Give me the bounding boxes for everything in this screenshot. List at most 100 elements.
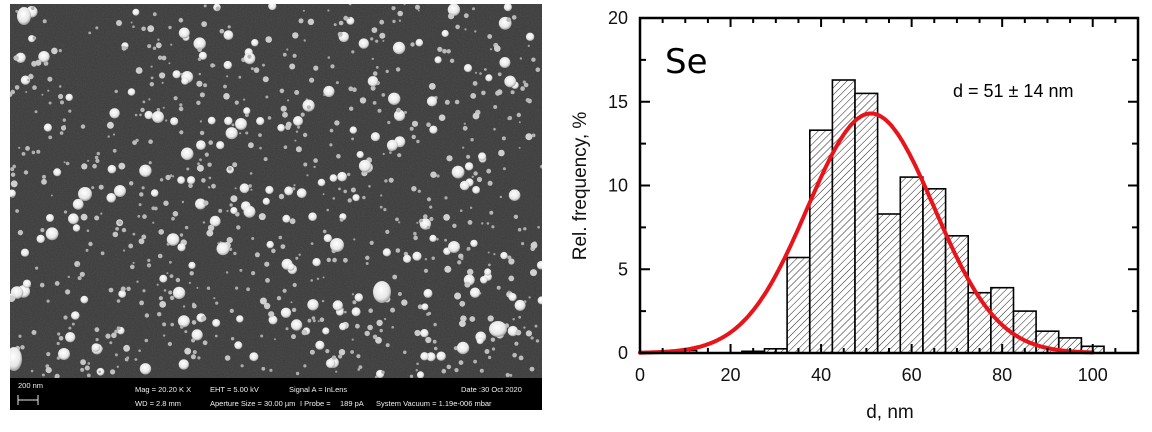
x-tick-label: 40 xyxy=(811,365,831,385)
nanoparticle xyxy=(87,159,90,162)
nanoparticle xyxy=(207,186,211,189)
nanoparticle xyxy=(180,147,194,161)
nanoparticle xyxy=(459,320,466,327)
nanoparticle xyxy=(63,161,66,164)
nanoparticle xyxy=(472,112,480,120)
nanoparticle xyxy=(60,125,67,131)
x-tick-label: 60 xyxy=(902,365,922,385)
nanoparticle xyxy=(148,98,151,101)
nanoparticle xyxy=(181,200,185,204)
nanoparticle xyxy=(464,28,467,31)
nanoparticle xyxy=(509,373,513,377)
nanoparticle xyxy=(149,82,154,87)
nanoparticle xyxy=(127,88,136,96)
nanoparticle xyxy=(431,256,435,260)
nanoparticle xyxy=(385,343,390,348)
nanoparticle xyxy=(338,349,346,356)
nanoparticle xyxy=(132,261,135,264)
nanoparticle xyxy=(291,187,296,191)
nanoparticle xyxy=(295,146,302,153)
nanoparticle xyxy=(251,39,259,47)
nanoparticle xyxy=(46,214,54,222)
nanoparticle xyxy=(148,264,151,267)
nanoparticle xyxy=(47,89,50,92)
nanoparticle xyxy=(511,15,517,20)
nanoparticle xyxy=(84,365,90,371)
nanoparticle xyxy=(352,300,357,305)
nanoparticle xyxy=(499,195,503,199)
nanoparticle xyxy=(172,211,179,217)
nanoparticle xyxy=(136,280,139,283)
nanoparticle xyxy=(267,116,272,120)
nanoparticle xyxy=(30,6,35,10)
nanoparticle xyxy=(15,52,26,63)
nanoparticle xyxy=(116,299,121,303)
nanoparticle xyxy=(436,237,439,241)
nanoparticle xyxy=(266,240,274,249)
nanoparticle xyxy=(95,26,99,30)
nanoparticle xyxy=(175,277,181,283)
nanoparticle xyxy=(168,290,173,295)
nanoparticle xyxy=(446,364,452,370)
nanoparticle xyxy=(254,252,260,258)
nanoparticle xyxy=(298,253,301,256)
nanoparticle xyxy=(502,167,506,171)
nanoparticle xyxy=(289,218,296,225)
nanoparticle xyxy=(423,288,433,298)
nanoparticle xyxy=(367,76,379,87)
nanoparticle xyxy=(71,322,75,326)
nanoparticle xyxy=(496,89,503,95)
nanoparticle xyxy=(248,184,252,188)
nanoparticle xyxy=(159,274,168,283)
nanoparticle xyxy=(10,189,16,198)
nanoparticle xyxy=(332,300,343,311)
nanoparticle xyxy=(68,326,72,330)
nanoparticle xyxy=(223,60,232,70)
nanoparticle xyxy=(279,88,285,94)
nanoparticle xyxy=(121,45,127,51)
nanoparticle xyxy=(35,59,42,66)
nanoparticle xyxy=(397,10,404,17)
nanoparticle xyxy=(211,183,216,189)
nanoparticle xyxy=(137,214,141,218)
nanoparticle xyxy=(197,356,201,360)
nanoparticle xyxy=(508,275,515,282)
nanoparticle xyxy=(332,257,337,263)
nanoparticle xyxy=(504,75,517,88)
nanoparticle xyxy=(327,56,331,59)
nanoparticle xyxy=(349,106,354,111)
nanoparticle xyxy=(144,110,153,120)
nanoparticle xyxy=(530,336,534,340)
nanoparticle xyxy=(323,85,335,98)
nanoparticle xyxy=(429,125,438,134)
nanoparticle xyxy=(537,225,540,229)
nanoparticle xyxy=(470,239,478,248)
nanoparticle xyxy=(362,195,366,200)
nanoparticle xyxy=(520,86,525,91)
nanoparticle xyxy=(42,19,47,24)
nanoparticle xyxy=(499,57,511,68)
nanoparticle xyxy=(148,161,152,165)
nanoparticle xyxy=(385,69,389,74)
nanoparticle xyxy=(223,84,227,89)
nanoparticle xyxy=(529,366,535,372)
nanoparticle xyxy=(169,274,174,278)
nanoparticle xyxy=(417,304,423,310)
nanoparticle xyxy=(268,311,275,318)
nanoparticle xyxy=(114,329,119,334)
nanoparticle xyxy=(487,315,494,322)
nanoparticle xyxy=(163,289,167,292)
nanoparticle xyxy=(303,162,308,167)
nanoparticle xyxy=(317,320,320,323)
nanoparticle xyxy=(463,122,466,125)
nanoparticle xyxy=(322,229,327,234)
nanoparticle xyxy=(139,164,152,177)
nanoparticle xyxy=(421,303,429,311)
nanoparticle xyxy=(54,281,60,286)
nanoparticle xyxy=(196,80,203,87)
nanoparticle xyxy=(196,164,204,172)
nanoparticle xyxy=(224,116,233,126)
nanoparticle xyxy=(489,210,494,215)
nanoparticle xyxy=(218,208,223,213)
large-nanoparticle xyxy=(489,321,507,337)
